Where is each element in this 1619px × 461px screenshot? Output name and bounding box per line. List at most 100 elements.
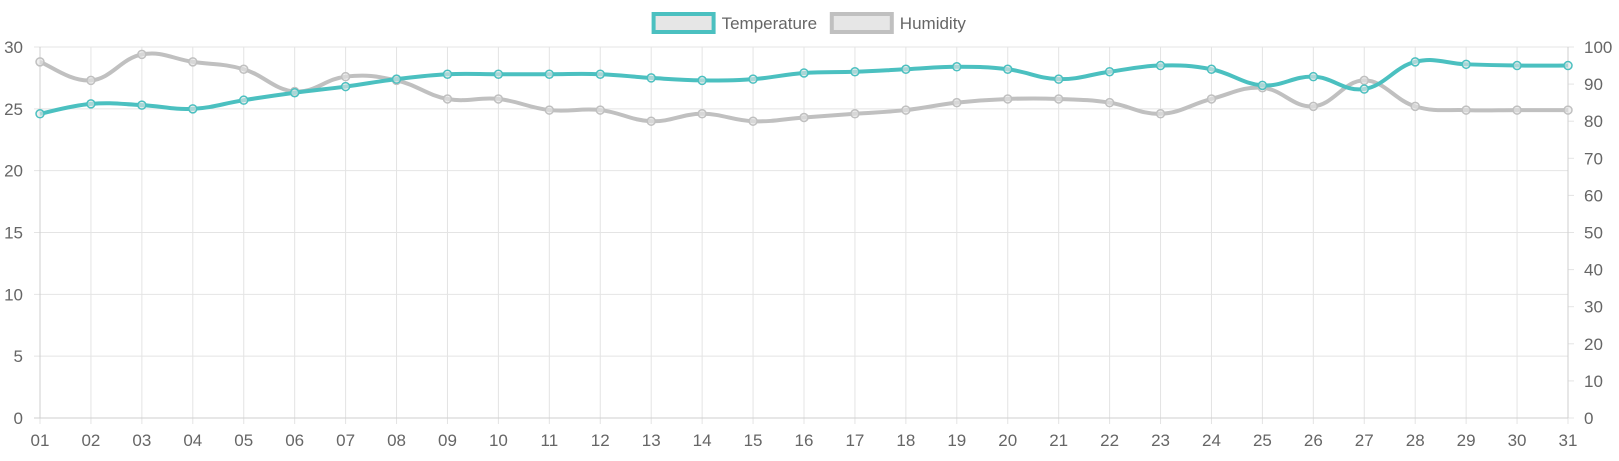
x-tick-label: 21	[1049, 431, 1068, 450]
data-point-humidity[interactable]	[901, 105, 911, 115]
y-left-tick-label: 15	[4, 224, 23, 243]
x-tick-label: 06	[285, 431, 304, 450]
data-point-temperature[interactable]	[238, 95, 249, 105]
data-point-temperature[interactable]	[1053, 74, 1064, 84]
data-point-humidity[interactable]	[340, 71, 351, 82]
data-point-temperature[interactable]	[799, 68, 809, 78]
data-point-temperature[interactable]	[188, 104, 198, 114]
data-point-humidity[interactable]	[86, 75, 96, 86]
data-point-temperature[interactable]	[1512, 60, 1522, 71]
x-tick-label: 20	[998, 431, 1017, 450]
data-point-humidity[interactable]	[1308, 101, 1319, 112]
data-point-temperature[interactable]	[137, 100, 147, 110]
data-point-temperature[interactable]	[1002, 64, 1013, 75]
x-tick-label: 11	[541, 431, 559, 450]
y-right-tick-label: 70	[1584, 149, 1603, 168]
data-point-temperature[interactable]	[952, 62, 962, 72]
legend-item-humidity[interactable]: Humidity	[829, 12, 967, 34]
data-point-humidity[interactable]	[1563, 105, 1573, 115]
data-point-temperature[interactable]	[1308, 71, 1319, 82]
x-tick-label: 22	[1100, 431, 1119, 450]
data-point-humidity[interactable]	[1359, 75, 1370, 86]
data-point-temperature[interactable]	[86, 99, 96, 109]
data-point-humidity[interactable]	[1002, 94, 1013, 104]
data-point-temperature[interactable]	[544, 69, 555, 79]
data-point-humidity[interactable]	[850, 109, 860, 119]
data-point-temperature[interactable]	[1359, 84, 1370, 94]
x-tick-label: 26	[1304, 431, 1323, 450]
data-point-humidity[interactable]	[748, 116, 758, 126]
data-point-humidity[interactable]	[1206, 94, 1217, 104]
data-point-temperature[interactable]	[1257, 80, 1268, 91]
data-point-humidity[interactable]	[1512, 105, 1522, 115]
x-tick-label: 19	[947, 431, 966, 450]
x-tick-label: 16	[795, 431, 814, 450]
data-point-temperature[interactable]	[1155, 60, 1166, 71]
x-tick-label: 07	[336, 431, 355, 450]
x-tick-label: 15	[744, 431, 763, 450]
data-point-humidity[interactable]	[1155, 109, 1166, 119]
data-point-temperature[interactable]	[595, 69, 606, 79]
data-point-temperature[interactable]	[850, 66, 860, 77]
data-point-temperature[interactable]	[901, 64, 911, 75]
legend-item-temperature[interactable]: Temperature	[651, 12, 817, 34]
data-point-temperature[interactable]	[1563, 60, 1573, 71]
x-tick-label: 17	[845, 431, 864, 450]
data-point-humidity[interactable]	[1053, 94, 1064, 104]
data-point-temperature[interactable]	[1461, 59, 1471, 70]
data-point-humidity[interactable]	[442, 94, 453, 104]
x-tick-label: 25	[1253, 431, 1272, 450]
legend-swatch	[829, 12, 894, 34]
data-point-temperature[interactable]	[1104, 66, 1115, 77]
data-point-humidity[interactable]	[595, 105, 606, 115]
y-left-tick-label: 25	[4, 100, 23, 119]
data-point-humidity[interactable]	[35, 57, 45, 67]
x-tick-label: 14	[693, 431, 712, 450]
data-point-humidity[interactable]	[1461, 105, 1471, 115]
x-tick-label: 29	[1457, 431, 1476, 450]
y-right-tick-label: 90	[1584, 75, 1603, 94]
data-point-humidity[interactable]	[544, 105, 555, 115]
x-tick-label: 24	[1202, 431, 1221, 450]
data-point-humidity[interactable]	[137, 49, 147, 60]
data-point-temperature[interactable]	[35, 109, 45, 119]
y-right-tick-label: 60	[1584, 186, 1603, 205]
data-point-humidity[interactable]	[646, 116, 656, 126]
y-right-tick-label: 100	[1584, 38, 1612, 57]
x-tick-label: 31	[1559, 431, 1578, 450]
x-tick-label: 01	[31, 431, 50, 450]
x-tick-label: 04	[183, 431, 202, 450]
data-point-temperature[interactable]	[493, 69, 504, 79]
y-right-tick-label: 0	[1584, 409, 1593, 428]
data-point-temperature[interactable]	[442, 69, 453, 79]
x-tick-label: 12	[591, 431, 610, 450]
y-left-tick-label: 0	[14, 409, 23, 428]
data-point-temperature[interactable]	[391, 74, 402, 84]
y-left-tick-label: 20	[4, 162, 23, 181]
y-right-tick-label: 80	[1584, 112, 1603, 131]
legend: Temperature Humidity	[651, 12, 967, 34]
data-point-humidity[interactable]	[697, 109, 707, 119]
data-point-temperature[interactable]	[646, 73, 656, 83]
x-tick-label: 13	[642, 431, 661, 450]
y-left-tick-label: 30	[4, 38, 23, 57]
data-point-humidity[interactable]	[493, 94, 504, 104]
data-point-humidity[interactable]	[1104, 97, 1115, 108]
data-point-humidity[interactable]	[1410, 101, 1420, 112]
data-point-humidity[interactable]	[188, 57, 198, 67]
data-point-humidity[interactable]	[799, 112, 809, 123]
data-point-temperature[interactable]	[1206, 64, 1217, 75]
x-tick-label: 03	[132, 431, 151, 450]
data-point-temperature[interactable]	[340, 81, 351, 92]
data-point-temperature[interactable]	[289, 88, 300, 98]
data-point-temperature[interactable]	[697, 75, 707, 86]
data-point-humidity[interactable]	[952, 97, 962, 108]
data-point-temperature[interactable]	[1410, 57, 1420, 67]
y-left-tick-label: 5	[14, 347, 23, 366]
legend-label: Humidity	[900, 14, 967, 33]
x-tick-label: 02	[81, 431, 100, 450]
data-point-temperature[interactable]	[748, 74, 758, 84]
data-point-humidity[interactable]	[238, 64, 249, 75]
x-tick-label: 05	[234, 431, 253, 450]
